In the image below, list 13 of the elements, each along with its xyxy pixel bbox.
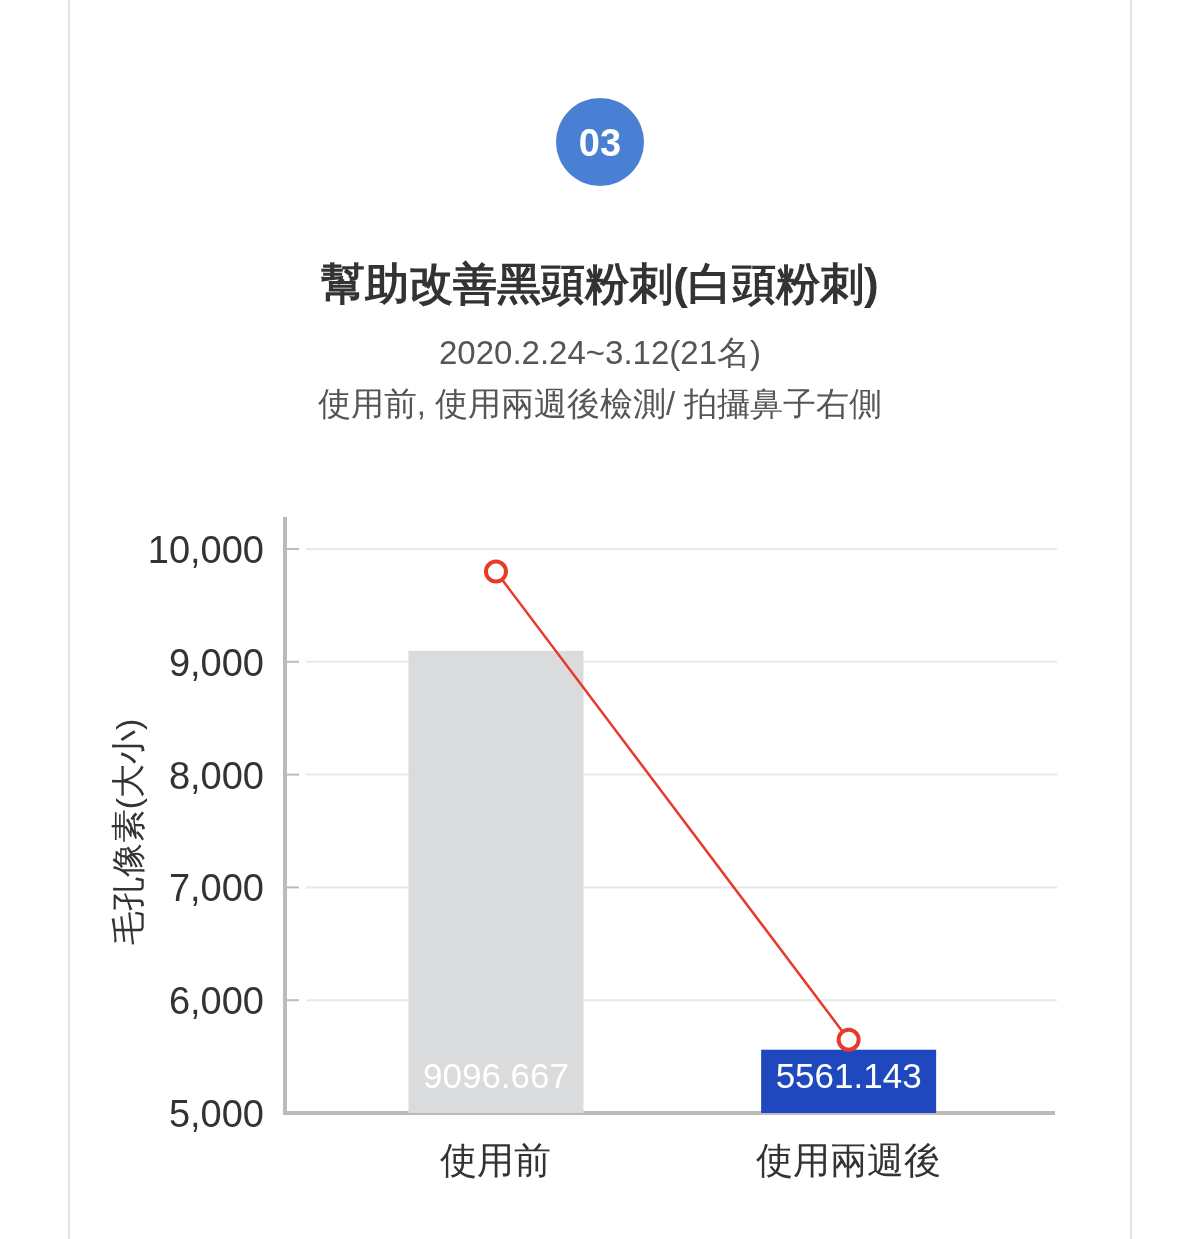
chart-title: 幫助改善黑頭粉刺(白頭粉刺): [320, 259, 879, 308]
data-label: 5561.143: [775, 1056, 922, 1095]
chart-subtitle: 2020.2.24~3.12(21名) 使用前, 使用兩週後檢測/ 拍攝鼻子右側: [317, 334, 883, 422]
y-axis-title: 毛孔像素(大小): [109, 718, 147, 946]
y-tick-label: 6,000: [168, 980, 264, 1023]
badge: 03: [556, 98, 644, 186]
y-tick-label: 10,000: [147, 529, 264, 571]
y-tick-label: 7,000: [168, 867, 264, 910]
y-tick-label: 8,000: [168, 754, 264, 797]
x-tick-label: 使用前: [440, 1140, 552, 1181]
y-tick-label: 5,000: [168, 1093, 264, 1135]
y-tick-label: 9,000: [168, 641, 264, 684]
x-tick-label: 使用兩週後: [756, 1140, 942, 1181]
